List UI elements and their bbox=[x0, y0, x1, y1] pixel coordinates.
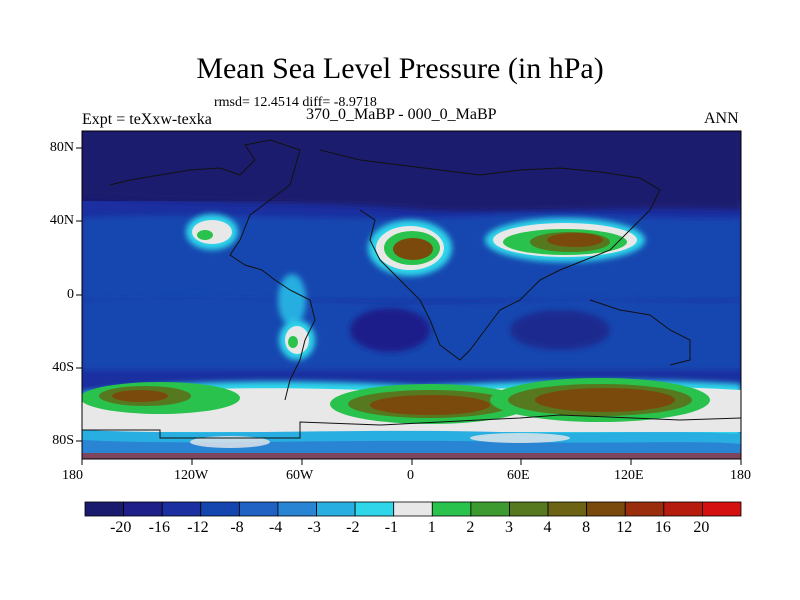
colorbar-label: 1 bbox=[427, 519, 436, 536]
y-tick-label: 40S bbox=[52, 360, 74, 375]
x-tick-label: 60W bbox=[286, 468, 314, 483]
colorbar-swatch bbox=[586, 501, 626, 517]
pressure-field bbox=[82, 131, 741, 459]
colorbar-label: 4 bbox=[543, 519, 552, 536]
colorbar-swatch bbox=[238, 501, 279, 517]
colorbar-swatch bbox=[354, 501, 395, 517]
axis-ticks bbox=[76, 147, 742, 465]
y-tick-label: 40N bbox=[49, 213, 74, 228]
colorbar-label: -20 bbox=[110, 519, 132, 536]
colorbar-label: 20 bbox=[693, 519, 710, 536]
y-tick-label: 80S bbox=[52, 433, 74, 448]
chart-title: Mean Sea Level Pressure (in hPa) bbox=[196, 52, 604, 85]
colorbar-swatch bbox=[702, 501, 742, 517]
colorbar-label: -1 bbox=[384, 519, 399, 536]
colorbar-label: -12 bbox=[187, 519, 209, 536]
colorbar-label: -16 bbox=[148, 519, 170, 536]
colorbar-label: 8 bbox=[582, 519, 591, 536]
colorbar-label: -2 bbox=[346, 519, 360, 536]
colorbar-swatch bbox=[123, 501, 163, 517]
experiment-label: Expt = teXxw-texka bbox=[82, 111, 212, 128]
coastlines bbox=[82, 139, 741, 439]
season-label: ANN bbox=[704, 110, 739, 127]
colorbar-swatch bbox=[277, 501, 317, 517]
stats-text: rmsd= 12.4514 diff= -8.9718 bbox=[214, 95, 377, 110]
x-tick-label: 120W bbox=[174, 468, 209, 483]
colorbar bbox=[84, 501, 742, 517]
x-tick-label: 60E bbox=[507, 468, 530, 483]
colorbar-swatch bbox=[470, 501, 510, 517]
colorbar-label: 12 bbox=[616, 519, 633, 536]
colorbar-label: 2 bbox=[466, 519, 475, 536]
colorbar-swatch bbox=[624, 501, 665, 517]
x-tick-label: 0 bbox=[407, 468, 414, 483]
y-tick-label: 80N bbox=[49, 140, 74, 155]
colorbar-swatch bbox=[393, 501, 433, 517]
y-tick-label: 0 bbox=[67, 287, 74, 302]
x-tick-label: 180 bbox=[730, 468, 751, 483]
colorbar-swatch bbox=[431, 501, 472, 517]
colorbar-label: -4 bbox=[268, 519, 283, 536]
colorbar-swatch bbox=[161, 501, 202, 517]
colorbar-swatch bbox=[316, 501, 356, 517]
colorbar-label: -3 bbox=[307, 519, 321, 536]
colorbar-swatch bbox=[663, 501, 703, 517]
colorbar-label: 16 bbox=[654, 519, 671, 536]
x-tick-label: 180 bbox=[62, 468, 83, 483]
case-label: 370_0_MaBP - 000_0_MaBP bbox=[306, 106, 497, 123]
colorbar-swatch bbox=[509, 501, 549, 517]
colorbar-swatch bbox=[84, 501, 124, 517]
colorbar-swatch bbox=[547, 501, 588, 517]
colorbar-label: 3 bbox=[504, 519, 513, 536]
colorbar-swatch bbox=[200, 501, 240, 517]
colorbar-label: -8 bbox=[230, 519, 244, 536]
x-tick-label: 120E bbox=[614, 468, 644, 483]
